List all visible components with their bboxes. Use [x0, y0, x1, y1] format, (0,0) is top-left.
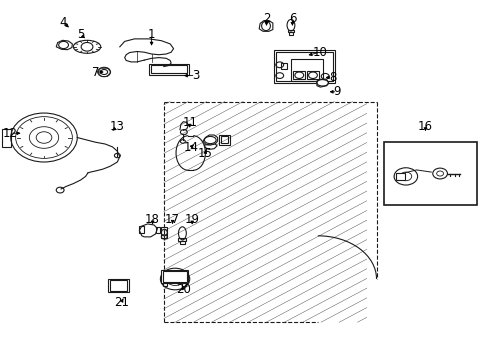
Bar — [180, 241, 184, 244]
Text: 13: 13 — [110, 120, 124, 133]
Bar — [288, 32, 292, 35]
Polygon shape — [316, 79, 328, 87]
Bar — [219, 135, 229, 145]
Text: 14: 14 — [183, 141, 198, 154]
Text: 2: 2 — [262, 12, 270, 24]
Bar — [161, 227, 167, 238]
Circle shape — [393, 168, 417, 185]
Bar — [182, 283, 186, 286]
Text: 18: 18 — [145, 213, 160, 226]
Text: 16: 16 — [417, 120, 432, 132]
Bar — [290, 59, 322, 81]
Text: 9: 9 — [333, 85, 341, 98]
Bar — [273, 50, 334, 83]
Text: 19: 19 — [184, 213, 199, 226]
Bar — [306, 71, 318, 79]
Text: 6: 6 — [288, 12, 296, 24]
Bar — [139, 226, 144, 233]
Bar — [178, 238, 186, 241]
Bar — [155, 227, 160, 233]
Bar — [276, 52, 332, 81]
Bar — [161, 270, 188, 283]
Bar — [163, 283, 166, 286]
Text: 12: 12 — [2, 127, 17, 140]
Text: 5: 5 — [77, 28, 84, 41]
Bar — [107, 279, 129, 292]
Text: 20: 20 — [176, 283, 190, 296]
Text: 17: 17 — [165, 213, 180, 226]
Text: 21: 21 — [114, 296, 128, 309]
Text: 11: 11 — [182, 116, 197, 129]
Bar — [287, 30, 294, 32]
Bar — [2, 129, 11, 147]
Text: 3: 3 — [191, 69, 199, 82]
Text: 8: 8 — [328, 71, 336, 84]
Text: 10: 10 — [312, 46, 327, 59]
Bar — [383, 142, 476, 205]
Text: 4: 4 — [60, 16, 67, 29]
Polygon shape — [139, 224, 157, 237]
Text: 15: 15 — [198, 147, 212, 159]
Polygon shape — [203, 135, 217, 145]
Bar — [151, 65, 187, 73]
Bar — [395, 173, 404, 180]
Circle shape — [432, 168, 447, 179]
Bar — [281, 63, 286, 69]
Text: 1: 1 — [147, 28, 155, 41]
Bar — [221, 136, 227, 143]
Text: 7: 7 — [91, 66, 99, 78]
Bar — [163, 271, 186, 282]
Circle shape — [11, 113, 77, 162]
Circle shape — [160, 268, 189, 290]
Polygon shape — [204, 144, 217, 149]
Bar — [293, 71, 305, 79]
Bar — [149, 64, 189, 75]
Bar — [109, 280, 127, 291]
